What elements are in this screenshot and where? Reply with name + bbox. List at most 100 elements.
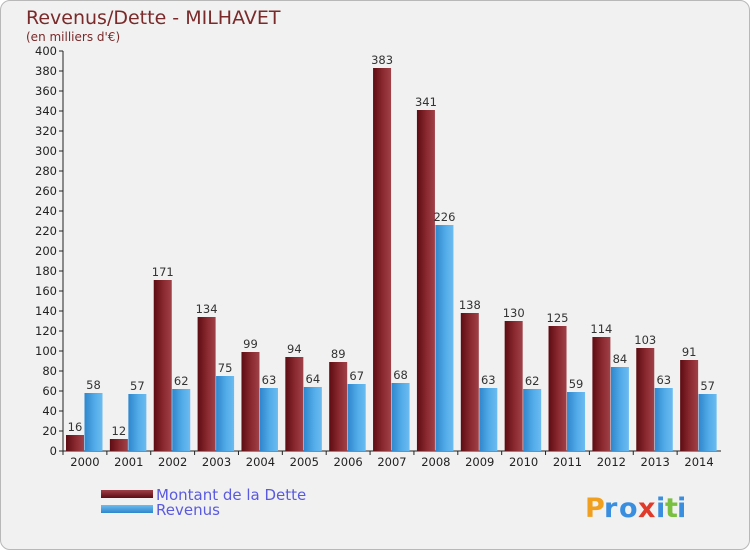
bar-revenus	[698, 394, 717, 451]
x-tick-label: 2012	[597, 455, 626, 469]
y-tick-label: 400	[35, 44, 57, 58]
bar-revenus	[172, 389, 191, 451]
y-tick-label: 100	[35, 344, 57, 358]
data-label-revenus: 226	[433, 210, 455, 224]
bar-revenus	[479, 388, 498, 451]
data-label-debt: 341	[415, 95, 437, 109]
y-tick-label: 180	[35, 264, 57, 278]
logo-letter-o: o	[619, 493, 638, 524]
x-tick-label: 2007	[377, 455, 406, 469]
bar-revenus	[435, 225, 454, 451]
y-tick-label: 240	[35, 204, 57, 218]
data-label-revenus: 62	[174, 374, 189, 388]
logo-letter-i2: i	[677, 493, 686, 524]
x-tick-label: 2008	[421, 455, 450, 469]
x-tick-label: 2005	[290, 455, 319, 469]
data-label-revenus: 57	[130, 379, 145, 393]
bar-debt	[241, 352, 260, 451]
bar-debt	[66, 435, 84, 451]
y-tick-label: 320	[35, 124, 57, 138]
bar-debt	[592, 337, 611, 451]
data-label-debt: 103	[634, 333, 656, 347]
legend-label-revenus: Revenus	[156, 501, 220, 519]
data-label-revenus: 62	[525, 374, 540, 388]
data-label-revenus: 59	[569, 377, 584, 391]
bar-revenus	[347, 384, 366, 451]
x-tick-label: 2014	[684, 455, 713, 469]
data-label-debt: 12	[112, 424, 127, 438]
y-tick-label: 40	[42, 404, 57, 418]
data-label-debt: 138	[459, 298, 481, 312]
bar-debt	[460, 313, 479, 451]
data-label-revenus: 64	[306, 372, 321, 386]
data-label-revenus: 63	[481, 373, 496, 387]
bar-revenus	[654, 388, 673, 451]
data-label-debt: 171	[152, 265, 174, 279]
y-tick-label: 360	[35, 84, 57, 98]
data-label-revenus: 63	[656, 373, 671, 387]
x-tick-label: 2003	[202, 455, 231, 469]
bar-revenus	[128, 394, 147, 451]
data-label-revenus: 75	[218, 361, 233, 375]
y-tick-label: 60	[42, 384, 57, 398]
bar-debt	[153, 280, 172, 451]
bar-revenus	[523, 389, 542, 451]
bar-debt	[373, 68, 392, 451]
chart-title: Revenus/Dette - MILHAVET	[26, 7, 281, 29]
data-label-revenus: 67	[349, 369, 364, 383]
logo-letter-p: P	[585, 493, 605, 524]
logo-letter-r: r	[604, 493, 618, 524]
y-tick-label: 380	[35, 64, 57, 78]
data-label-debt: 130	[503, 306, 525, 320]
x-tick-label: 2000	[70, 455, 99, 469]
bar-debt	[285, 357, 304, 451]
bar-debt	[636, 348, 655, 451]
logo-letter-x: x	[638, 493, 655, 524]
bar-revenus	[391, 383, 410, 451]
bar-debt	[548, 326, 567, 451]
x-tick-label: 2006	[333, 455, 362, 469]
data-label-revenus: 63	[262, 373, 277, 387]
proxiti-logo: P r o x i t i	[585, 493, 686, 524]
chart-subtitle: (en milliers d'€)	[26, 30, 120, 44]
bar-revenus	[303, 387, 322, 451]
x-tick-label: 2013	[641, 455, 670, 469]
x-tick-label: 2010	[509, 455, 538, 469]
bar-revenus	[610, 367, 629, 451]
bar-debt	[109, 439, 128, 451]
data-label-debt: 94	[287, 342, 302, 356]
x-tick-label: 2009	[465, 455, 494, 469]
y-tick-label: 80	[42, 364, 57, 378]
data-label-debt: 125	[547, 311, 569, 325]
x-tick-label: 2004	[246, 455, 275, 469]
legend-swatch-debt	[101, 490, 153, 498]
y-tick-label: 160	[35, 284, 57, 298]
y-tick-label: 120	[35, 324, 57, 338]
legend-label-debt: Montant de la Dette	[156, 486, 306, 504]
data-label-debt: 134	[196, 302, 218, 316]
bar-debt	[504, 321, 523, 451]
bar-debt	[197, 317, 216, 451]
logo-letter-t: t	[665, 493, 678, 524]
data-label-revenus: 57	[700, 379, 715, 393]
bar-debt	[416, 110, 435, 451]
data-label-revenus: 84	[613, 352, 628, 366]
bar-revenus	[84, 393, 103, 451]
legend-swatch-revenus	[101, 505, 153, 513]
y-tick-label: 20	[42, 424, 57, 438]
y-tick-label: 280	[35, 164, 57, 178]
data-label-debt: 99	[243, 337, 258, 351]
y-tick-label: 300	[35, 144, 57, 158]
bar-debt	[329, 362, 348, 451]
data-label-revenus: 68	[393, 368, 408, 382]
y-tick-label: 220	[35, 224, 57, 238]
x-tick-label: 2011	[553, 455, 582, 469]
bar-revenus	[567, 392, 586, 451]
data-label-debt: 114	[590, 322, 612, 336]
data-label-revenus: 58	[86, 378, 101, 392]
bar-revenus	[216, 376, 235, 451]
data-label-debt: 91	[682, 345, 697, 359]
data-label-debt: 89	[331, 347, 346, 361]
